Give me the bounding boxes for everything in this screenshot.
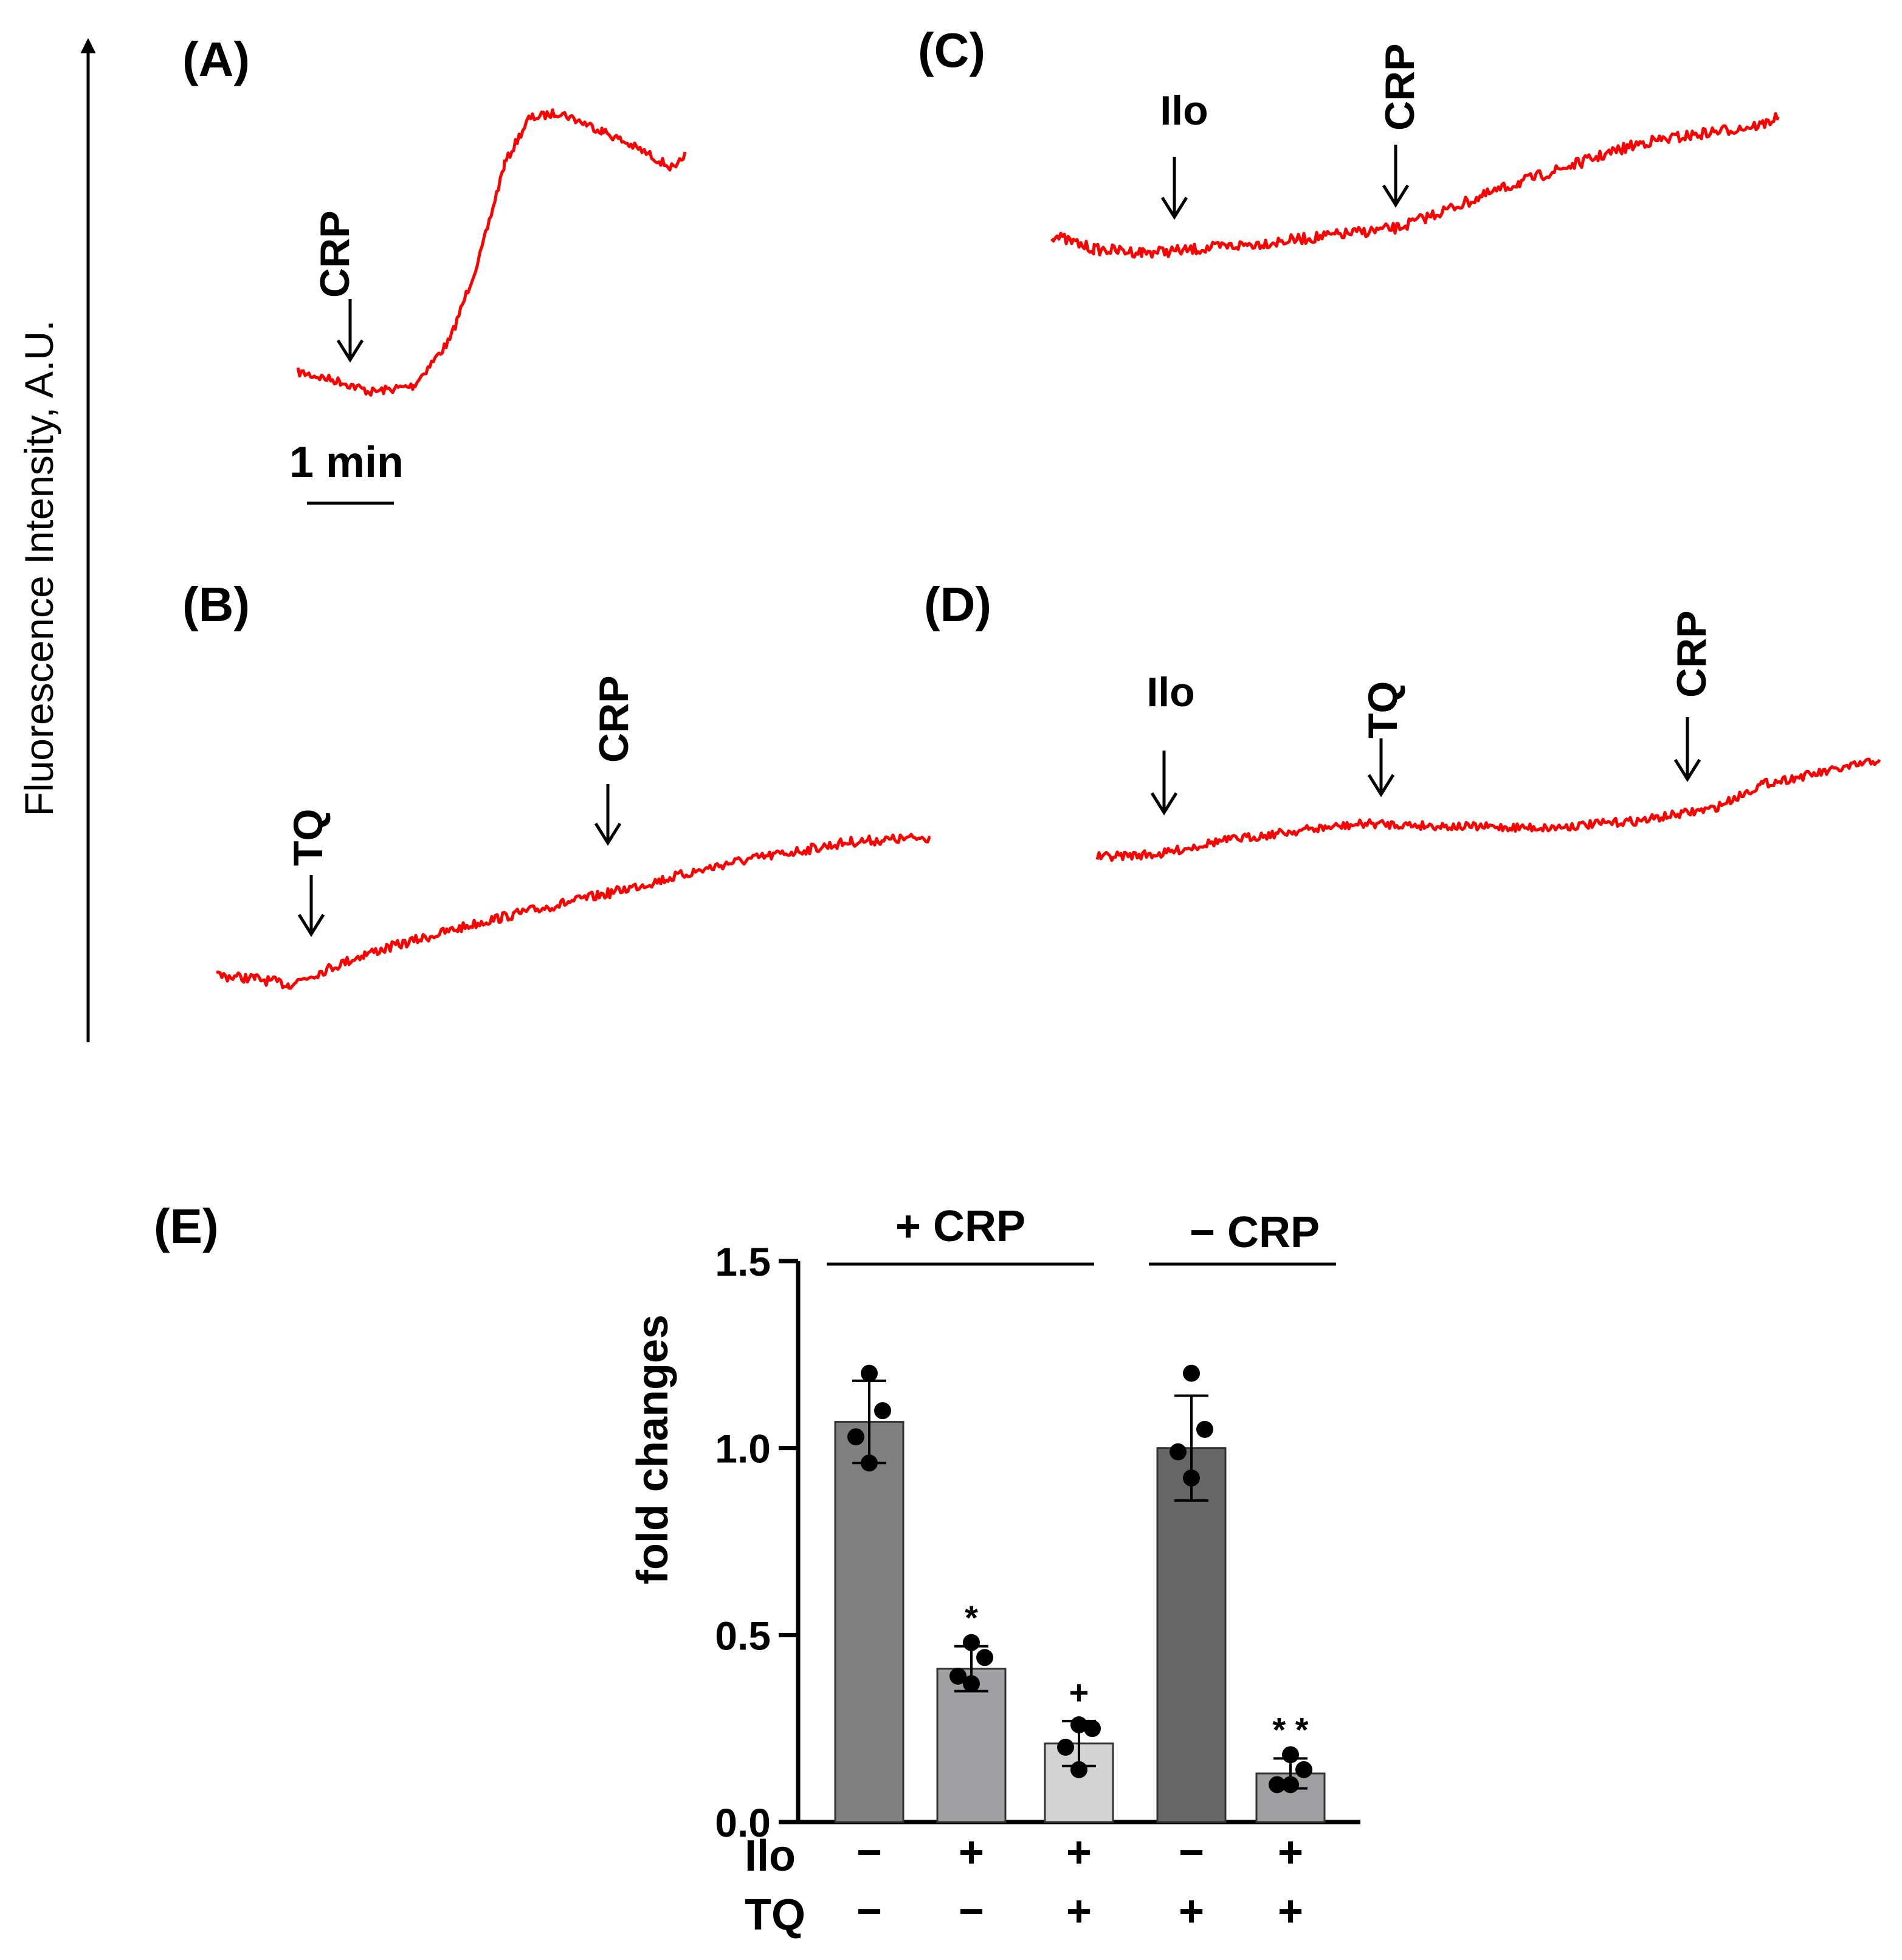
bar xyxy=(1156,1447,1227,1823)
trace-panel-a xyxy=(296,108,687,397)
y-tick-label: 0.0 xyxy=(715,1800,771,1845)
arrow-down-icon xyxy=(297,875,325,937)
trace-panel-d xyxy=(1095,757,1881,862)
panel-label-d: (D) xyxy=(924,577,991,631)
arrow-down-icon xyxy=(1150,751,1178,816)
data-point xyxy=(1295,1761,1312,1778)
data-point xyxy=(1183,1364,1200,1382)
arrow-down-icon xyxy=(1367,738,1395,797)
trace-panel-b xyxy=(216,833,931,990)
marker-a-crp: CRP xyxy=(312,210,358,298)
marker-d-crp: CRP xyxy=(1669,610,1715,698)
chart-y-axis-label: fold changes xyxy=(629,1315,677,1584)
arrow-down-icon xyxy=(1382,145,1410,208)
trace-panel-c xyxy=(1050,112,1780,259)
data-point xyxy=(1196,1420,1213,1438)
arrow-down-icon xyxy=(1673,717,1701,782)
condition-value: + xyxy=(1278,1828,1303,1877)
group-label: − CRP xyxy=(1190,1208,1320,1257)
condition-value: − xyxy=(856,1887,882,1936)
data-point xyxy=(1084,1720,1101,1738)
significance-marker: + xyxy=(1069,1673,1089,1711)
condition-value: + xyxy=(959,1828,984,1877)
condition-value: + xyxy=(1066,1828,1092,1877)
marker-b-crp: CRP xyxy=(591,675,637,763)
condition-value: + xyxy=(1179,1887,1204,1936)
condition-value: − xyxy=(1179,1828,1204,1877)
y-tick-label: 0.5 xyxy=(715,1613,771,1658)
condition-value: + xyxy=(1278,1887,1303,1936)
data-point xyxy=(963,1675,980,1693)
bar xyxy=(936,1668,1007,1823)
marker-c-crp: CRP xyxy=(1377,43,1423,131)
condition-label: TQ xyxy=(745,1891,805,1939)
condition-label: Ilo xyxy=(745,1832,796,1880)
condition-value: + xyxy=(1066,1887,1092,1936)
data-point xyxy=(1057,1738,1074,1756)
significance-marker: * * xyxy=(1272,1710,1308,1749)
data-point xyxy=(1282,1776,1299,1793)
data-point xyxy=(1269,1776,1286,1793)
marker-d-tq: TQ xyxy=(1360,681,1406,738)
marker-c-ilo: Ilo xyxy=(1160,88,1208,134)
data-point xyxy=(861,1454,878,1472)
marker-b-tq: TQ xyxy=(285,809,331,866)
data-point xyxy=(861,1364,878,1382)
condition-value: − xyxy=(856,1828,882,1877)
arrow-down-icon xyxy=(1160,157,1188,220)
data-point xyxy=(963,1634,980,1651)
significance-marker: * xyxy=(965,1598,978,1637)
panel-label-e: (E) xyxy=(154,1199,219,1253)
scale-bar-label: 1 min xyxy=(289,438,404,487)
panel-label-a: (A) xyxy=(182,32,250,86)
data-point xyxy=(976,1649,993,1666)
bar xyxy=(834,1421,904,1823)
bar-chart-e: 0.0 0.5 1.0 1.5 * + * * + CRP − CRP Ilo − + + − + TQ − − +… xyxy=(715,1202,1360,1939)
arrow-down-icon xyxy=(594,784,622,846)
bar xyxy=(1044,1742,1114,1823)
panel-label-b: (B) xyxy=(182,577,250,631)
data-point xyxy=(847,1428,864,1446)
data-point xyxy=(874,1402,891,1420)
data-point xyxy=(1183,1469,1200,1487)
data-point xyxy=(949,1668,967,1685)
data-point xyxy=(1170,1443,1187,1460)
data-point xyxy=(1282,1746,1299,1764)
arrow-down-icon xyxy=(336,299,364,363)
condition-value: − xyxy=(959,1887,984,1936)
panel-label-c: (C) xyxy=(918,23,985,77)
y-tick-label: 1.0 xyxy=(715,1426,771,1471)
data-point xyxy=(1070,1716,1087,1734)
y-tick-label: 1.5 xyxy=(715,1239,771,1284)
fluorescence-axis-label: Fluorescence Intensity, A.U. xyxy=(16,320,61,817)
marker-d-ilo: Ilo xyxy=(1146,669,1194,715)
data-point xyxy=(1070,1761,1087,1778)
group-label: + CRP xyxy=(895,1202,1025,1251)
